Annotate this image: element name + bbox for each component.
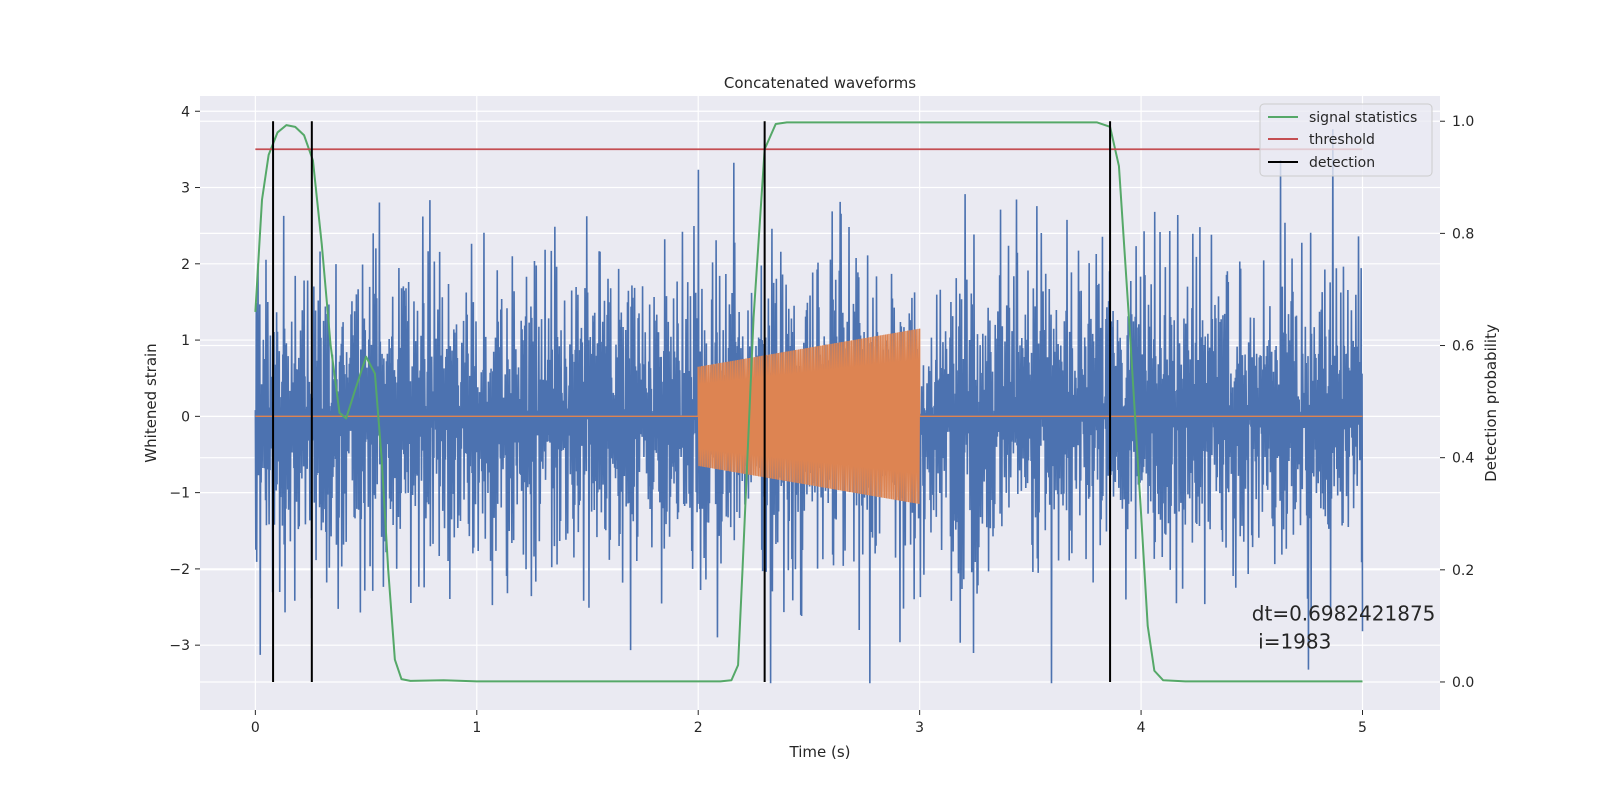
annotation-dt: dt=0.6982421875 bbox=[1252, 601, 1436, 625]
legend: signal statistics threshold detection bbox=[1259, 103, 1433, 177]
y2-tick-label: 0.6 bbox=[1452, 339, 1474, 355]
y2-axis-label: Detection probability bbox=[1482, 324, 1500, 482]
y2-tick-label: 0.0 bbox=[1452, 675, 1474, 691]
y2-tick-label: 0.8 bbox=[1452, 226, 1474, 242]
x-tick-label: 0 bbox=[251, 720, 260, 736]
ticks: 0 1 2 3 4 5 −3 −2 −1 0 1 2 3 4 0.0 0.2 0.4 0.6 0.8 1.0 bbox=[169, 104, 1474, 736]
y-tick-label: 2 bbox=[181, 257, 190, 273]
x-tick-label: 5 bbox=[1358, 720, 1367, 736]
legend-label-detection: detection bbox=[1309, 155, 1375, 171]
x-axis-label: Time (s) bbox=[789, 743, 851, 761]
series-injected-template bbox=[255, 328, 1363, 504]
legend-label-threshold: threshold bbox=[1309, 132, 1375, 148]
y-tick-label: −3 bbox=[169, 638, 190, 654]
y-tick-label: 0 bbox=[181, 409, 190, 425]
y2-tick-label: 1.0 bbox=[1452, 114, 1474, 130]
legend-label-signal-statistics: signal statistics bbox=[1309, 110, 1417, 126]
y-tick-label: 3 bbox=[181, 181, 190, 197]
y-tick-label: −1 bbox=[169, 486, 190, 502]
x-tick-label: 3 bbox=[915, 720, 924, 736]
y-tick-label: 4 bbox=[181, 104, 190, 120]
series-layer bbox=[254, 121, 1364, 684]
annotation-i: i=1983 bbox=[1252, 629, 1332, 653]
series-signal-statistics bbox=[254, 121, 1363, 683]
y-tick-label: −2 bbox=[169, 562, 190, 578]
x-tick-label: 1 bbox=[472, 720, 481, 736]
x-tick-label: 2 bbox=[694, 720, 703, 736]
y-axis-label: Whitened strain bbox=[142, 343, 160, 462]
y2-tick-label: 0.4 bbox=[1452, 451, 1474, 467]
chart-title: Concatenated waveforms bbox=[724, 74, 916, 92]
x-tick-label: 4 bbox=[1137, 720, 1146, 736]
legend-box bbox=[1259, 103, 1433, 177]
y2-tick-label: 0.2 bbox=[1452, 563, 1474, 579]
y-tick-label: 1 bbox=[181, 333, 190, 349]
